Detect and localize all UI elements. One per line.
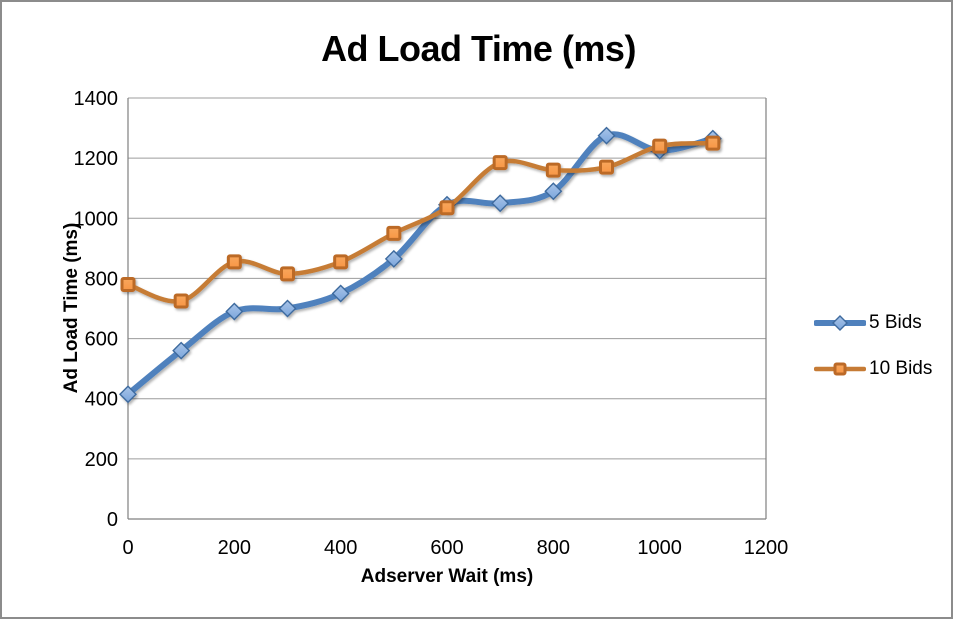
legend-item-10-bids: 10 Bids xyxy=(814,358,932,380)
y-tick-label-400: 400 xyxy=(85,389,118,411)
x-axis-title: Adserver Wait (ms) xyxy=(360,566,534,587)
y-axis-title: Ad Load Time (ms) xyxy=(61,222,82,394)
chart-title: Ad Load Time (ms) xyxy=(321,28,636,69)
y-tick-label-800: 800 xyxy=(85,268,118,290)
data-point-5-bids xyxy=(331,284,350,303)
legend-label-10-bids: 10 Bids xyxy=(869,358,933,379)
data-point-5-bids xyxy=(491,194,510,213)
data-point-10-bids xyxy=(386,225,402,241)
x-tick-label-200: 200 xyxy=(218,537,251,559)
data-point-10-bids xyxy=(333,254,349,270)
x-tick-label-600: 600 xyxy=(430,537,463,559)
x-tick-label-800: 800 xyxy=(537,537,570,559)
data-point-10-bids xyxy=(599,159,614,175)
y-tick-label-1400: 1400 xyxy=(74,88,119,110)
legend-item-5-bids: 5 Bids xyxy=(814,312,932,334)
data-point-10-bids xyxy=(652,138,668,154)
data-point-5-bids xyxy=(597,126,616,145)
y-tick-label-200: 200 xyxy=(85,449,118,471)
data-point-10-bids xyxy=(439,200,455,216)
data-point-5-bids xyxy=(544,182,563,201)
series-5-bids xyxy=(119,126,722,404)
data-point-10-bids xyxy=(492,155,508,171)
series-10-bids xyxy=(120,135,721,309)
data-point-10-bids xyxy=(705,135,721,151)
data-point-10-bids xyxy=(120,276,136,292)
x-tick-label-1200: 1200 xyxy=(744,537,789,559)
x-tick-label-400: 400 xyxy=(324,537,357,559)
y-tick-label-0: 0 xyxy=(107,509,118,531)
data-point-10-bids xyxy=(226,254,242,270)
legend: 5 Bids 10 Bids xyxy=(814,312,932,404)
y-tick-label-1000: 1000 xyxy=(74,208,119,230)
data-point-5-bids xyxy=(278,299,297,318)
data-point-10-bids xyxy=(280,266,295,282)
data-point-10-bids xyxy=(173,293,189,309)
data-point-10-bids xyxy=(545,162,561,178)
legend-line-square-icon xyxy=(814,362,866,376)
legend-line-diamond-icon xyxy=(814,315,866,331)
x-tick-label-1000: 1000 xyxy=(637,537,682,559)
legend-label-5-bids: 5 Bids xyxy=(869,312,922,333)
y-tick-label-600: 600 xyxy=(85,329,118,351)
data-point-5-bids xyxy=(119,385,137,404)
y-tick-label-1200: 1200 xyxy=(74,148,119,170)
data-point-5-bids xyxy=(225,302,244,321)
x-tick-label-0: 0 xyxy=(122,537,133,559)
data-point-5-bids xyxy=(384,249,403,268)
data-point-5-bids xyxy=(172,341,191,360)
